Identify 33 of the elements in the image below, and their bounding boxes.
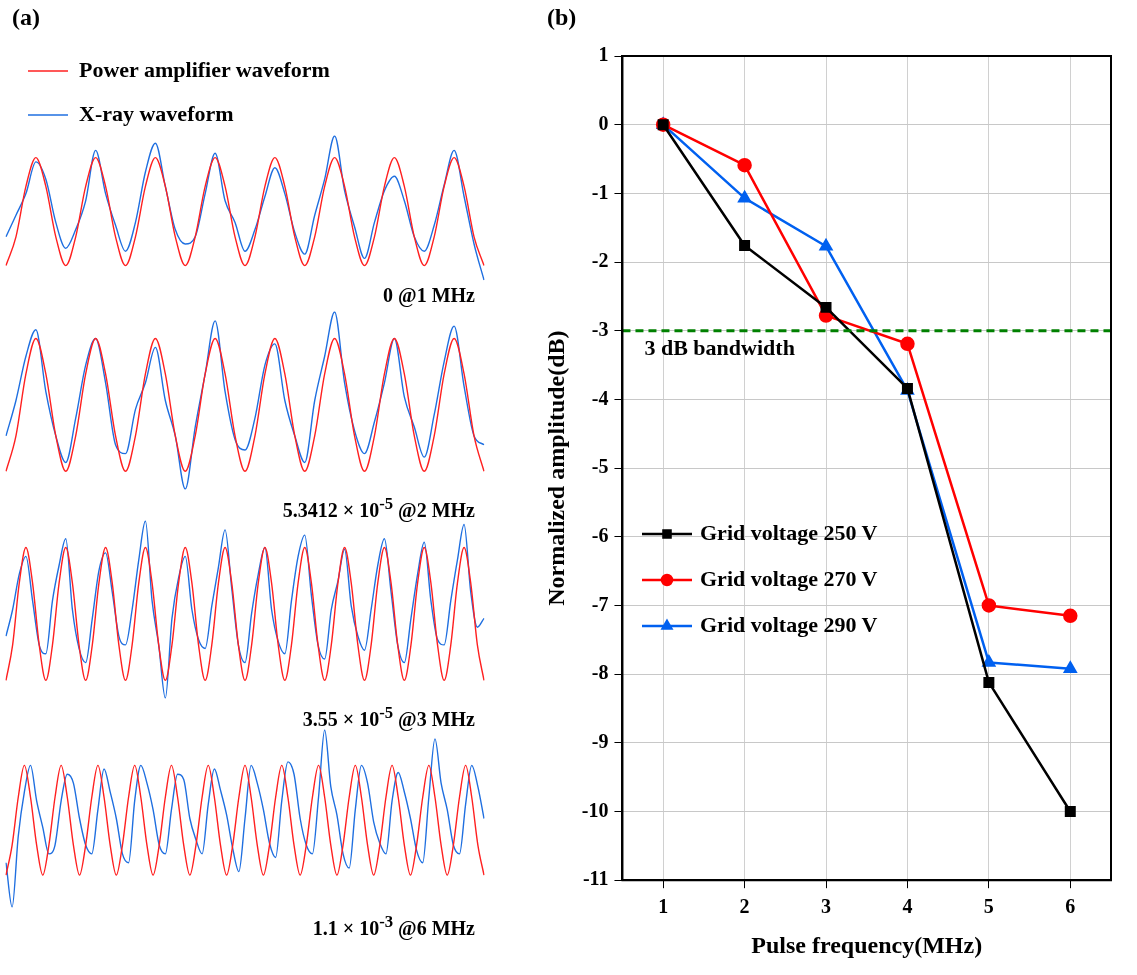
x-tick-label: 6 xyxy=(1065,895,1076,918)
legend-label: X-ray waveform xyxy=(79,100,234,126)
text: 5.3412 × 10$^{-5}$ @2 MHz xyxy=(281,493,476,521)
y-tick-label: 1 xyxy=(598,43,609,66)
x-axis-title: Pulse frequency(MHz) xyxy=(751,931,983,958)
y-axis-title: Normalized amplitude(dB) xyxy=(542,330,569,606)
chart-title: (b) xyxy=(546,3,578,32)
y-tick-label: -4 xyxy=(591,386,609,409)
x-tick-label: 4 xyxy=(902,895,913,918)
x-tick-label: 5 xyxy=(983,895,994,918)
legend-label: Power amplifier waveform xyxy=(79,56,330,82)
y-tick-label: -9 xyxy=(591,730,609,753)
y-tick-label: -8 xyxy=(591,661,609,684)
legend-label: Grid voltage 290 V xyxy=(700,611,878,637)
y-tick-label: -3 xyxy=(591,317,609,340)
y-tick-label: 0 xyxy=(598,111,609,134)
y-tick-label: -5 xyxy=(591,455,609,478)
legend-label: Grid voltage 250 V xyxy=(700,519,878,545)
y-tick-label: -7 xyxy=(591,592,609,615)
ref-line-label: 3 dB bandwidth xyxy=(644,335,795,361)
x-tick-label: 2 xyxy=(739,895,750,918)
chart-title: (a) xyxy=(11,3,41,32)
x-tick-label: 3 xyxy=(821,895,832,918)
text: 0 @1 MHz xyxy=(382,284,476,308)
text: 3.55 × 10$^{-5}$ @3 MHz xyxy=(301,702,476,730)
x-tick-label: 1 xyxy=(658,895,669,918)
y-tick-label: -2 xyxy=(591,249,609,272)
legend-label: Grid voltage 270 V xyxy=(700,565,878,591)
y-tick-label: -1 xyxy=(591,180,609,203)
y-tick-label: -11 xyxy=(582,867,609,890)
y-tick-label: -6 xyxy=(591,523,609,546)
text: 1.1 × 10$^{-3}$ @6 MHz xyxy=(311,911,476,939)
y-tick-label: -10 xyxy=(581,798,609,821)
